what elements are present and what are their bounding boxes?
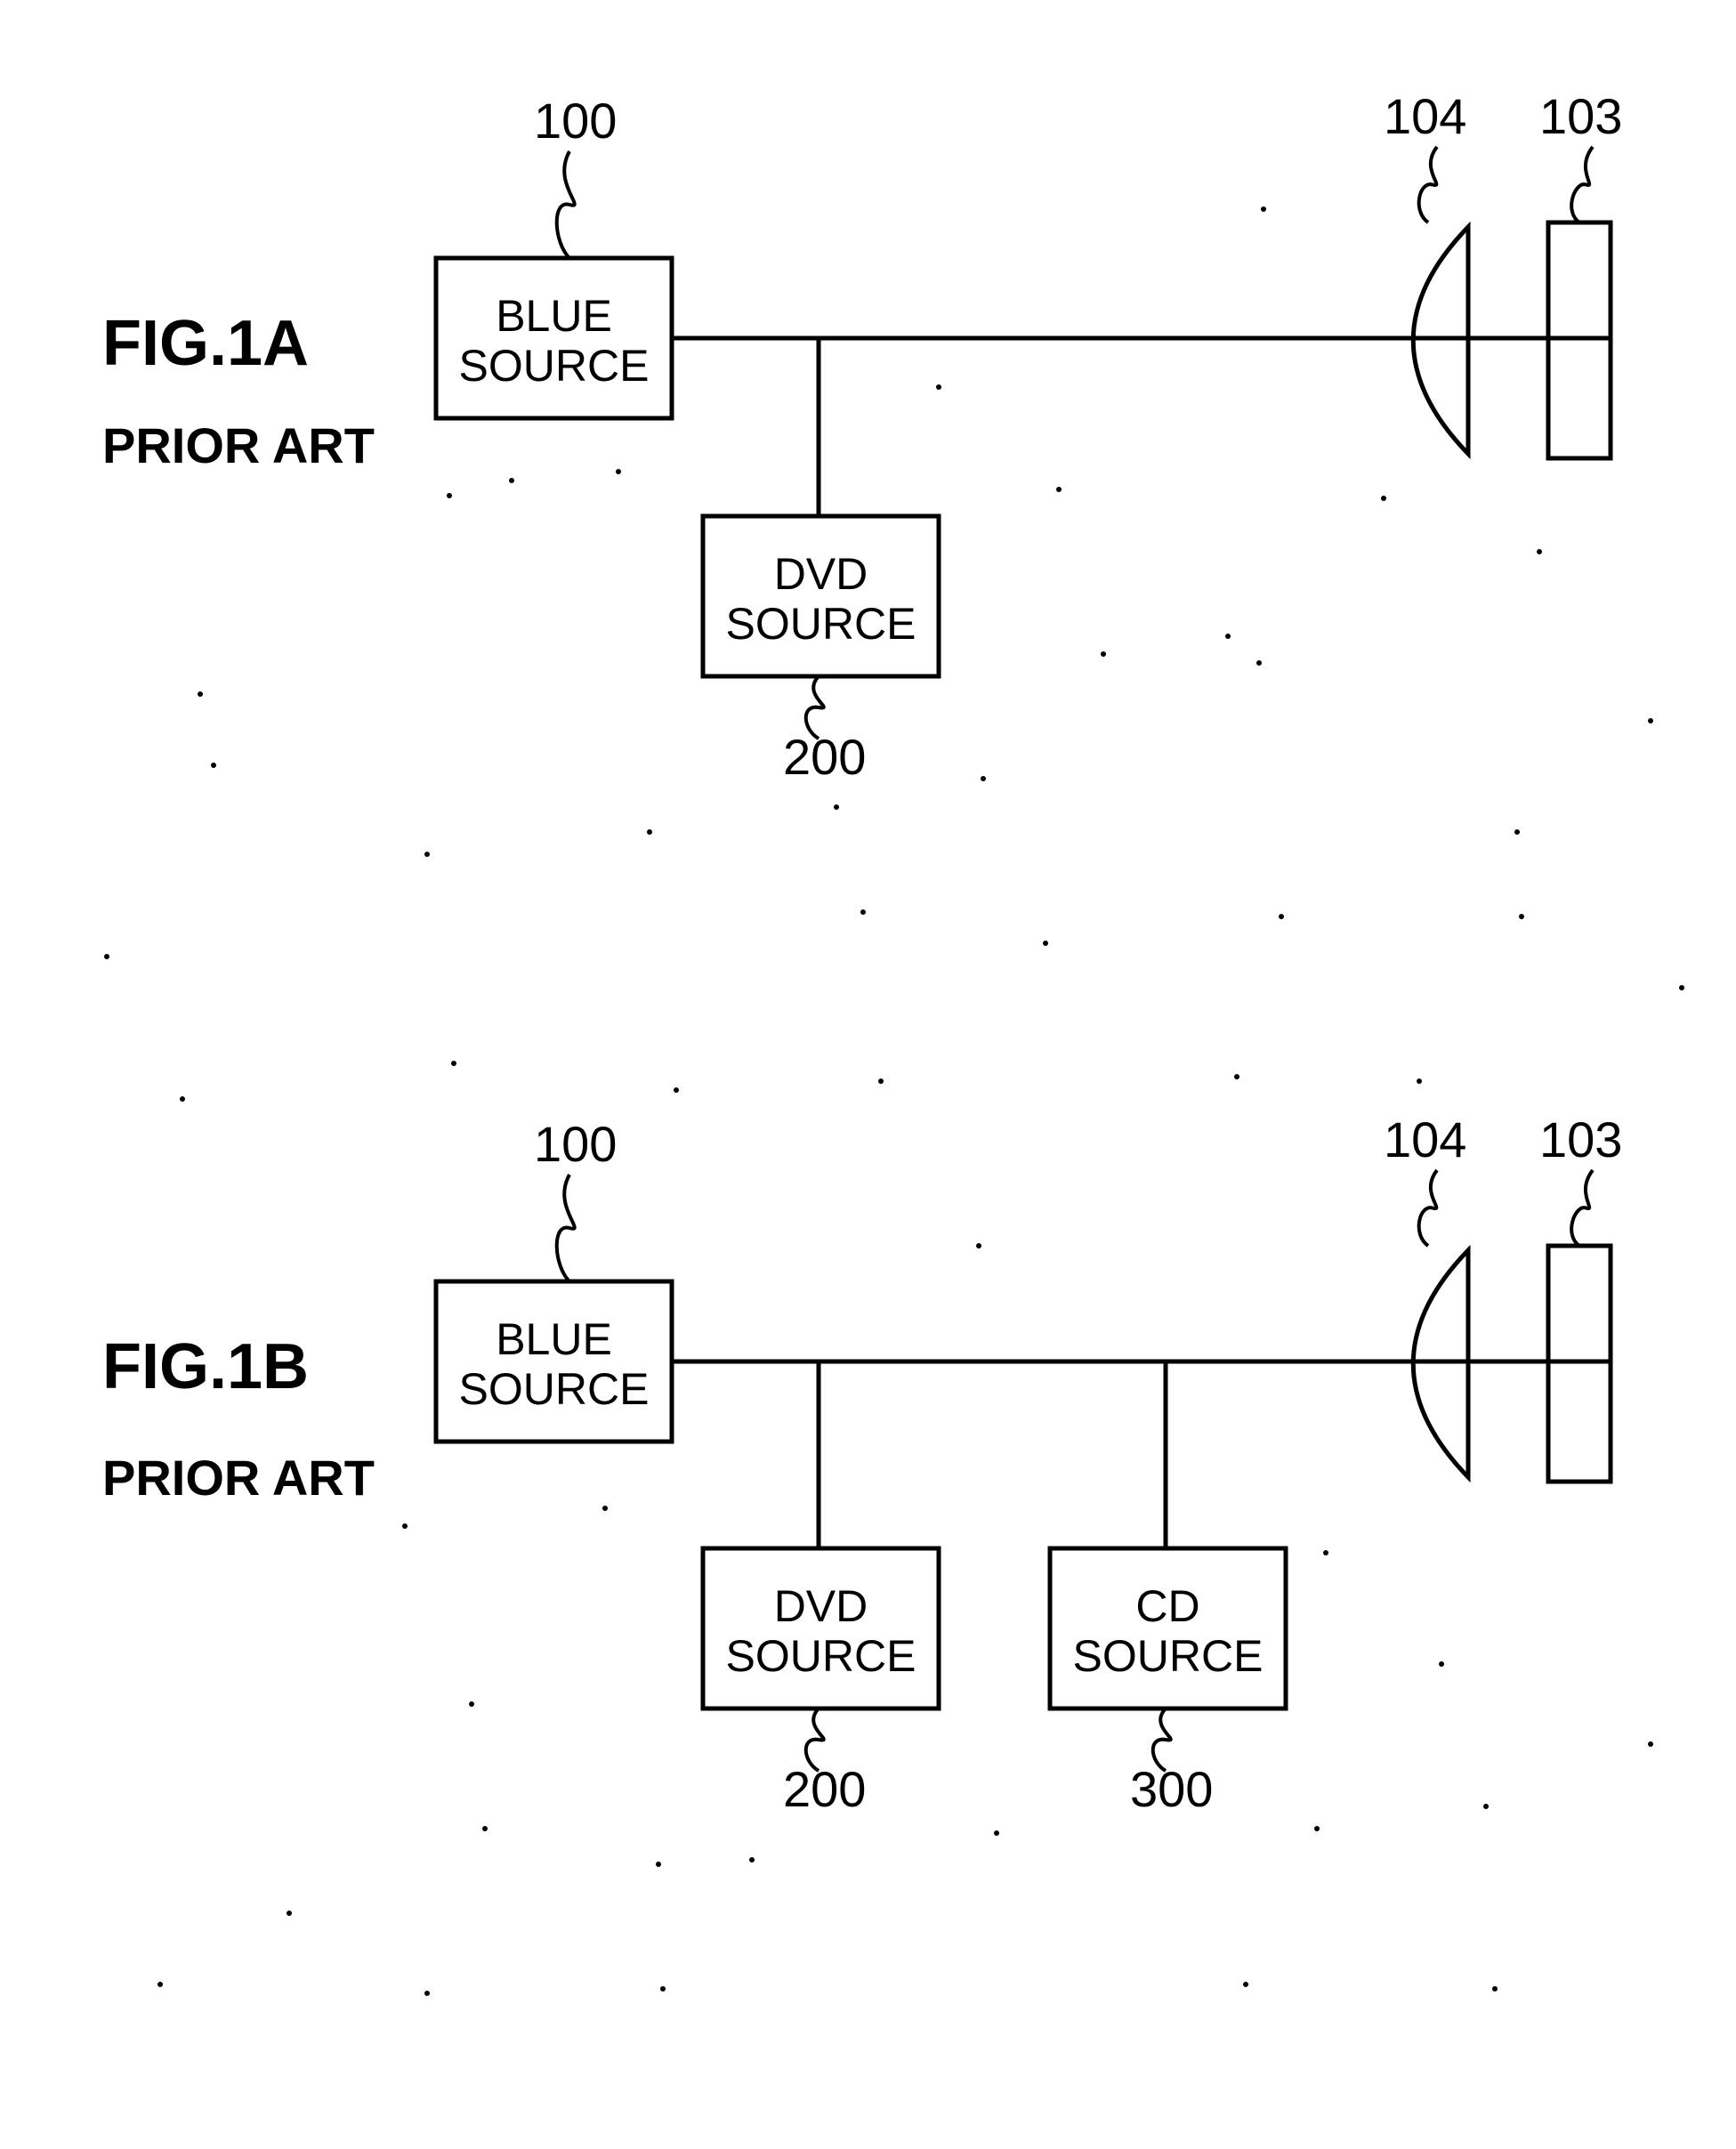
noise-dot [656, 1862, 661, 1867]
squiggle-104-a [1419, 147, 1437, 222]
noise-dot [198, 691, 203, 697]
noise-dot [936, 384, 941, 390]
ref-200-b: 200 [783, 1761, 866, 1817]
speckle-dots [104, 206, 1684, 1996]
noise-dot [447, 493, 452, 498]
ref-104-b: 104 [1384, 1111, 1466, 1167]
noise-dot [180, 1096, 185, 1102]
fig-1a-title: FIG.1A [102, 308, 309, 379]
noise-dot [1225, 634, 1231, 639]
noise-dot [602, 1506, 608, 1511]
noise-dot [616, 469, 621, 474]
noise-dot [1056, 487, 1062, 492]
blue-source-a-label2: SOURCE [459, 341, 650, 391]
noise-dot [1043, 941, 1048, 946]
ref-200-a: 200 [783, 729, 866, 785]
noise-dot [834, 804, 839, 810]
dvd-source-a: DVD SOURCE 200 [703, 338, 939, 785]
cd-source-b: CD SOURCE 300 [1050, 1361, 1286, 1817]
noise-dot [211, 763, 216, 768]
noise-dot [424, 1991, 430, 1996]
noise-dot [482, 1826, 488, 1831]
fig-1a-subtitle: PRIOR ART [102, 417, 375, 473]
noise-dot [157, 1982, 163, 1987]
noise-dot [451, 1061, 456, 1066]
noise-dot [1648, 718, 1653, 723]
ref-100-a: 100 [534, 93, 617, 149]
noise-dot [1101, 651, 1106, 657]
noise-dot [749, 1857, 755, 1862]
noise-dot [1279, 914, 1284, 919]
lens-b: 104 [1384, 1111, 1468, 1477]
noise-dot [1483, 1804, 1489, 1809]
dvd-source-b: DVD SOURCE 200 [703, 1361, 939, 1817]
noise-dot [878, 1079, 884, 1084]
blue-source-b-label1: BLUE [496, 1314, 612, 1364]
noise-dot [674, 1087, 679, 1093]
squiggle-100-b [557, 1175, 575, 1281]
noise-dot [860, 909, 866, 915]
lens-a: 104 [1384, 88, 1468, 454]
noise-dot [1234, 1074, 1239, 1079]
noise-dot [1417, 1079, 1422, 1084]
noise-dot [1256, 660, 1262, 666]
noise-dot [647, 829, 652, 835]
blue-source-b-label2: SOURCE [459, 1364, 650, 1414]
noise-dot [1648, 1741, 1653, 1747]
noise-dot [469, 1701, 474, 1707]
fig-1b-subtitle: PRIOR ART [102, 1450, 375, 1506]
ref-103-a: 103 [1539, 88, 1622, 144]
noise-dot [104, 954, 109, 959]
noise-dot [1537, 549, 1542, 554]
ref-300-b: 300 [1130, 1761, 1213, 1817]
noise-dot [1381, 496, 1386, 501]
blue-source-a-label1: BLUE [496, 291, 612, 341]
noise-dot [402, 1523, 408, 1529]
disc-b: 103 [1539, 1111, 1622, 1482]
disc-a: 103 [1539, 88, 1622, 458]
noise-dot [1679, 985, 1684, 990]
noise-dot [1439, 1661, 1444, 1667]
figure-1a: FIG.1A PRIOR ART BLUE SOURCE 100 DVD SOU… [102, 88, 1622, 785]
squiggle-103-b [1571, 1170, 1593, 1246]
noise-dot [994, 1830, 999, 1836]
squiggle-104-b [1419, 1170, 1437, 1246]
blue-source-a: BLUE SOURCE 100 [436, 93, 672, 418]
dvd-source-b-label2: SOURCE [726, 1631, 916, 1681]
noise-dot [976, 1243, 981, 1248]
fig-1b-title: FIG.1B [102, 1331, 309, 1402]
noise-dot [1492, 1986, 1498, 1991]
noise-dot [1243, 1982, 1248, 1987]
noise-dot [1261, 206, 1266, 212]
ref-104-a: 104 [1384, 88, 1466, 144]
squiggle-100-a [557, 151, 575, 258]
noise-dot [287, 1911, 292, 1916]
cd-source-b-label1: CD [1135, 1581, 1199, 1631]
noise-dot [1323, 1550, 1328, 1555]
noise-dot [509, 478, 514, 483]
dvd-source-a-label2: SOURCE [726, 599, 916, 649]
noise-dot [1519, 914, 1524, 919]
noise-dot [1314, 1826, 1320, 1831]
noise-dot [1514, 829, 1520, 835]
noise-dot [660, 1986, 666, 1991]
squiggle-103-a [1571, 147, 1593, 222]
cd-source-b-label2: SOURCE [1073, 1631, 1264, 1681]
blue-source-b: BLUE SOURCE 100 [436, 1116, 672, 1442]
ref-103-b: 103 [1539, 1111, 1622, 1167]
dvd-source-a-label1: DVD [774, 549, 868, 599]
figure-1b: FIG.1B PRIOR ART BLUE SOURCE 100 DVD SOU… [102, 1111, 1622, 1817]
dvd-source-b-label1: DVD [774, 1581, 868, 1631]
noise-dot [981, 776, 986, 781]
noise-dot [424, 852, 430, 857]
ref-100-b: 100 [534, 1116, 617, 1172]
